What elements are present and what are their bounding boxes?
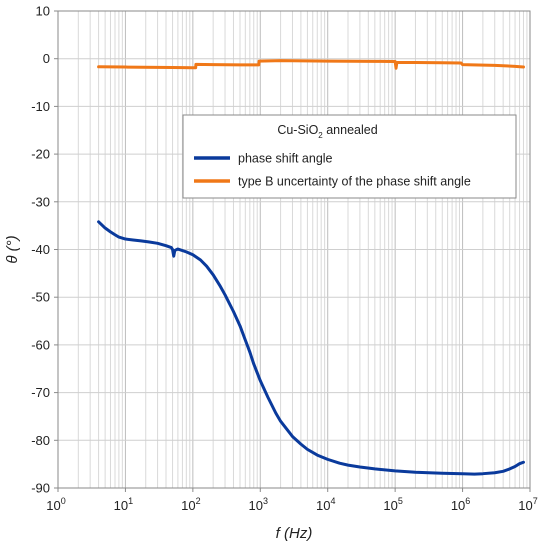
legend-title: Cu-SiO2 annealed (277, 123, 377, 140)
y-tick-label: -20 (31, 147, 50, 162)
legend-label-phase-shift-angle: phase shift angle (238, 152, 333, 166)
y-axis-title: θ (°) (4, 235, 21, 263)
y-tick-label: 10 (36, 4, 50, 19)
y-tick-label: -80 (31, 433, 50, 448)
series (97, 59, 525, 476)
x-tick-label: 100 (46, 496, 65, 513)
legend-box (182, 114, 517, 199)
y-tick-label: -30 (31, 194, 50, 209)
x-axis-title: f (Hz) (276, 525, 313, 542)
y-tick-label: -60 (31, 337, 50, 352)
y-tick-label: -40 (31, 242, 50, 257)
legend-label-type-b-uncertainty: type B uncertainty of the phase shift an… (238, 175, 471, 189)
y-tick-label: -70 (31, 385, 50, 400)
x-tick-label: 101 (114, 496, 133, 513)
x-tick-label: 102 (181, 496, 200, 513)
y-tick-label: 0 (43, 51, 50, 66)
x-tick-label: 105 (383, 496, 402, 513)
grid (57, 10, 530, 489)
x-tick-label: 107 (518, 496, 537, 513)
x-tick-label: 106 (451, 496, 470, 513)
series-type-b-uncertainty (97, 59, 525, 70)
series-phase-shift-angle (97, 220, 525, 476)
y-tick-label: -10 (31, 99, 50, 114)
x-tick-label: 104 (316, 496, 335, 513)
y-tick-label: -90 (31, 481, 50, 496)
x-tick-label: 103 (249, 496, 268, 513)
y-tick-label: -50 (31, 290, 50, 305)
legend: Cu-SiO2 annealed phase shift angle type … (182, 114, 517, 199)
